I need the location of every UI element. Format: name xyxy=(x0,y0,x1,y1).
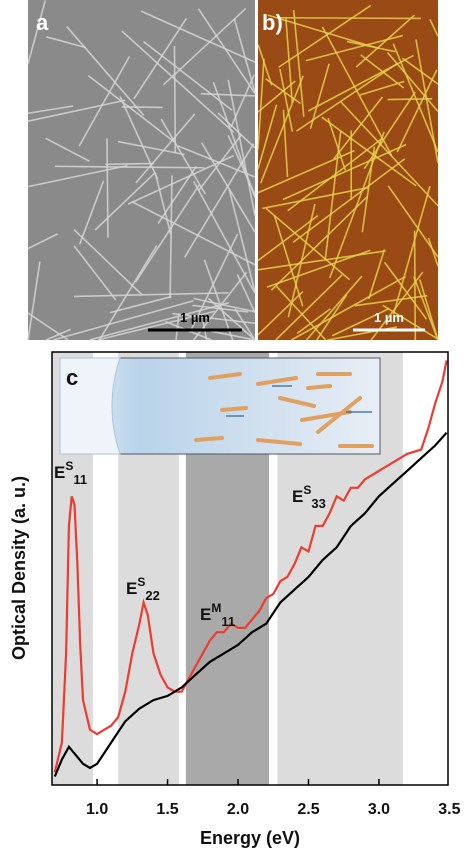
x-tick-label: 3.5 xyxy=(438,801,460,818)
x-tick-label: 2.5 xyxy=(297,801,319,818)
nanowire xyxy=(122,107,163,108)
x-tick-label: 2.0 xyxy=(227,801,249,818)
peak-label-base: E xyxy=(54,463,65,482)
y-axis-label: Optical Density (a. u.) xyxy=(9,476,29,660)
scale-label: 1 µm xyxy=(180,310,210,325)
inset-rod xyxy=(196,438,222,440)
peak-label-sup: S xyxy=(303,483,311,497)
sem-image xyxy=(28,0,255,340)
peak-label-base: E xyxy=(200,605,211,624)
peak-label-sup: S xyxy=(137,575,145,589)
nanowire xyxy=(388,99,432,100)
nanowire xyxy=(105,163,154,164)
panel-label: a xyxy=(36,10,49,35)
peak-label-sub: 11 xyxy=(221,614,235,629)
x-axis-label: Energy (eV) xyxy=(200,828,300,848)
nanowire xyxy=(174,46,175,153)
nanowire xyxy=(281,18,421,19)
peak-label-sup: M xyxy=(211,601,221,615)
x-tick-label: 1.0 xyxy=(86,801,108,818)
panel-label: c xyxy=(66,365,78,390)
peak-label-base: E xyxy=(292,487,303,506)
peak-label-sub: 22 xyxy=(145,588,159,603)
inset-rod xyxy=(222,408,246,410)
figure: a b) 1 µm 1 µm c 1.0 1.5 2.0 2.5 3.0 3.5 Energy… xyxy=(0,0,466,853)
peak-label-base: E xyxy=(126,579,137,598)
peak-label-sub: 33 xyxy=(311,496,325,511)
panel-label: b) xyxy=(262,10,283,35)
inset-rod xyxy=(308,386,330,388)
nanowire xyxy=(415,231,416,340)
peak-label-sup: S xyxy=(65,459,73,473)
nanowire xyxy=(107,138,108,237)
chart: c 1.0 1.5 2.0 2.5 3.0 3.5 Energy (eV) Optical De… xyxy=(9,352,461,848)
peak-label-sub: 11 xyxy=(73,472,87,487)
x-tick-label: 3.0 xyxy=(368,801,390,818)
x-tick-label: 1.5 xyxy=(156,801,178,818)
scale-label: 1 µm xyxy=(374,310,404,325)
